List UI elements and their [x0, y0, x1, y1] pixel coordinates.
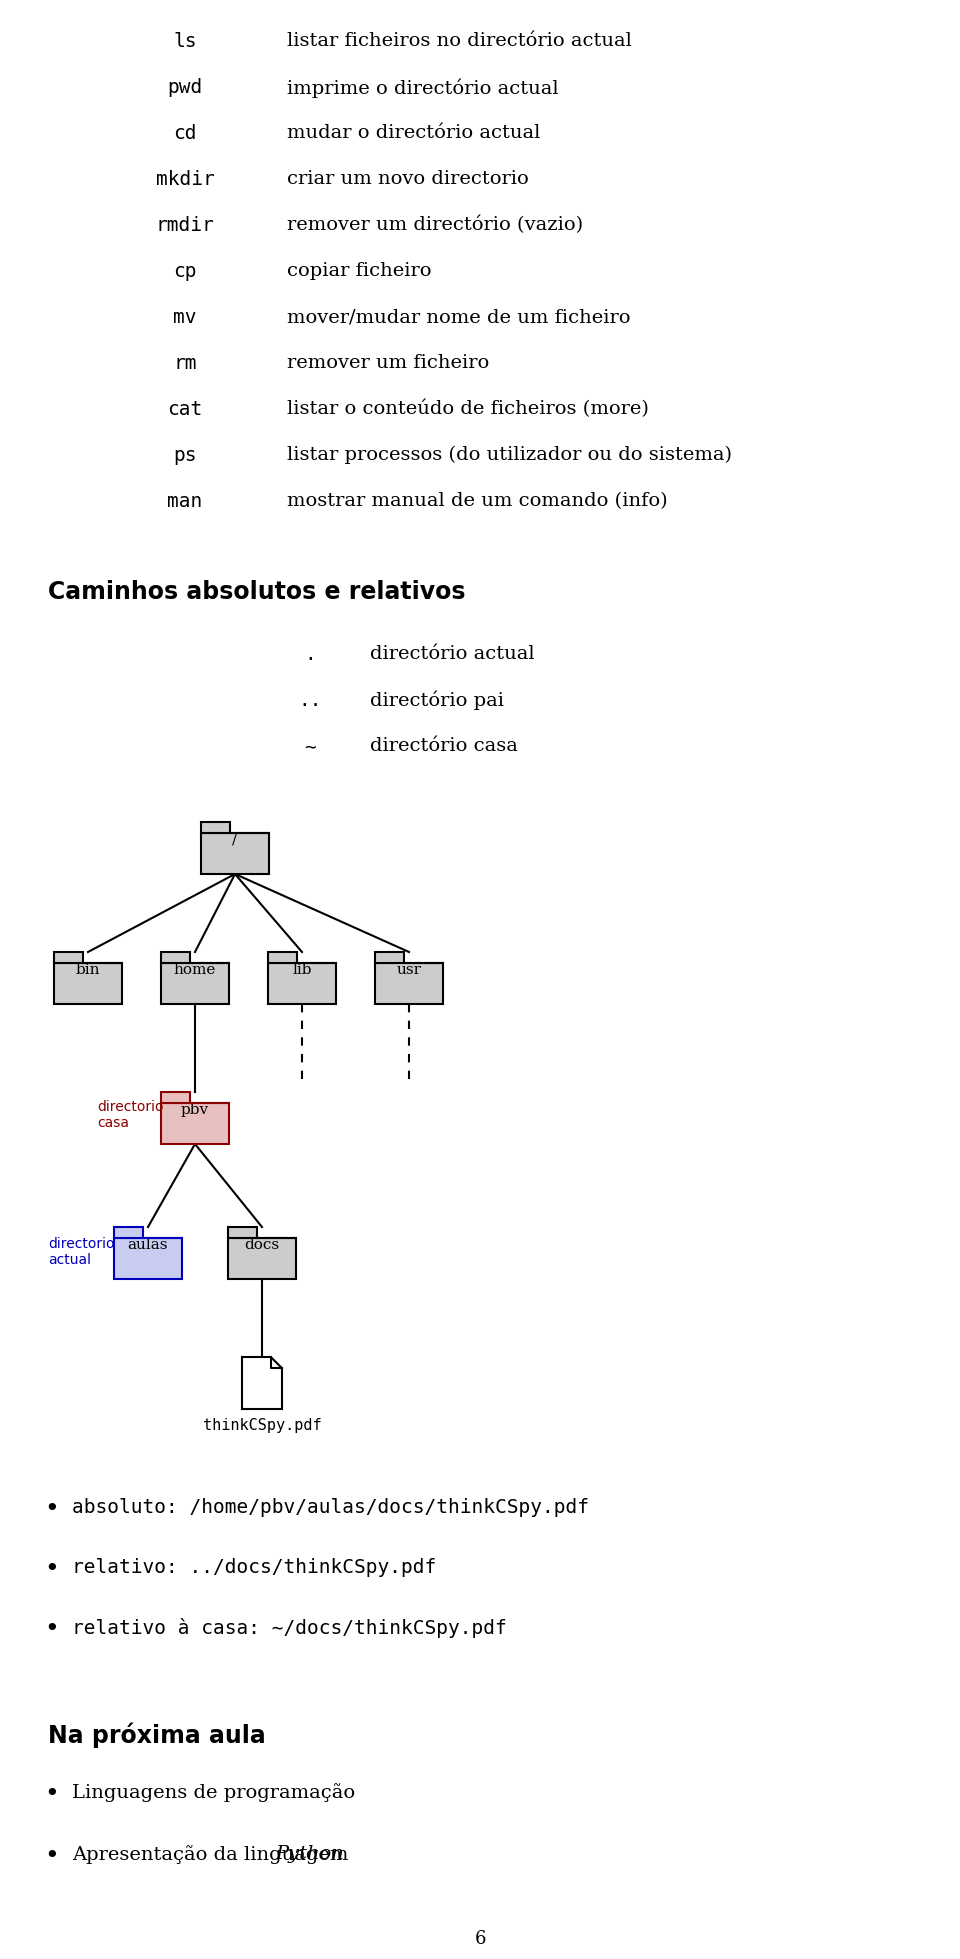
Text: listar ficheiros no directório actual: listar ficheiros no directório actual: [287, 31, 632, 51]
Text: absoluto: /home/pbv/aulas/docs/thinkCSpy.pdf: absoluto: /home/pbv/aulas/docs/thinkCSpy…: [72, 1499, 589, 1516]
Text: rm: rm: [173, 355, 197, 372]
Text: copiar ficheiro: copiar ficheiro: [287, 263, 431, 280]
Text: 6: 6: [474, 1930, 486, 1947]
Text: directório casa: directório casa: [370, 737, 517, 754]
Text: listar processos (do utilizador ou do sistema): listar processos (do utilizador ou do si…: [287, 447, 732, 464]
Text: mostrar manual de um comando (info): mostrar manual de um comando (info): [287, 492, 667, 509]
Text: listar o conteúdo de ficheiros (more): listar o conteúdo de ficheiros (more): [287, 400, 649, 419]
FancyBboxPatch shape: [161, 964, 229, 1005]
Text: lib: lib: [292, 964, 312, 978]
Text: directório pai: directório pai: [370, 692, 504, 711]
Text: Na próxima aula: Na próxima aula: [48, 1724, 266, 1749]
Text: thinkCSpy.pdf: thinkCSpy.pdf: [203, 1418, 322, 1432]
Text: ls: ls: [173, 31, 197, 51]
FancyBboxPatch shape: [201, 823, 229, 833]
Text: directório actual: directório actual: [370, 645, 535, 662]
FancyBboxPatch shape: [161, 1103, 229, 1144]
Text: Linguagens de programação: Linguagens de programação: [72, 1783, 355, 1802]
FancyBboxPatch shape: [228, 1226, 256, 1238]
Text: mkdir: mkdir: [156, 170, 214, 188]
FancyBboxPatch shape: [161, 1091, 189, 1103]
FancyBboxPatch shape: [54, 952, 83, 964]
Text: •: •: [44, 1845, 60, 1869]
Text: man: man: [167, 492, 203, 511]
FancyBboxPatch shape: [228, 1238, 296, 1279]
FancyBboxPatch shape: [54, 964, 122, 1005]
Text: •: •: [44, 1557, 60, 1581]
Text: mudar o directório actual: mudar o directório actual: [287, 123, 540, 141]
FancyBboxPatch shape: [268, 964, 336, 1005]
FancyBboxPatch shape: [114, 1226, 142, 1238]
Text: .: .: [304, 645, 316, 664]
Text: ps: ps: [173, 447, 197, 464]
Text: rmdir: rmdir: [156, 215, 214, 235]
Text: criar um novo directorio: criar um novo directorio: [287, 170, 529, 188]
Text: bin: bin: [76, 964, 100, 978]
Text: imprime o directório actual: imprime o directório actual: [287, 78, 559, 98]
Text: •: •: [44, 1499, 60, 1520]
Text: ..: ..: [299, 692, 322, 709]
Text: relativo: ../docs/thinkCSpy.pdf: relativo: ../docs/thinkCSpy.pdf: [72, 1557, 436, 1577]
FancyBboxPatch shape: [375, 964, 443, 1005]
Text: Apresentação da linguagem: Apresentação da linguagem: [72, 1845, 354, 1863]
Text: cat: cat: [167, 400, 203, 419]
Polygon shape: [242, 1358, 282, 1409]
Text: pbv: pbv: [180, 1103, 209, 1117]
Text: •: •: [44, 1783, 60, 1806]
FancyBboxPatch shape: [375, 952, 403, 964]
Text: remover um ficheiro: remover um ficheiro: [287, 355, 490, 372]
Text: usr: usr: [396, 964, 421, 978]
Text: Python: Python: [275, 1845, 344, 1863]
Text: directorio
casa: directorio casa: [97, 1101, 163, 1130]
Text: cd: cd: [173, 123, 197, 143]
FancyBboxPatch shape: [161, 952, 189, 964]
Text: mover/mudar nome de um ficheiro: mover/mudar nome de um ficheiro: [287, 308, 631, 325]
Text: mv: mv: [173, 308, 197, 327]
Text: remover um directório (vazio): remover um directório (vazio): [287, 215, 583, 235]
FancyBboxPatch shape: [201, 833, 269, 874]
Text: directorio
actual: directorio actual: [48, 1236, 114, 1267]
Text: ∼: ∼: [304, 737, 316, 756]
Text: •: •: [44, 1618, 60, 1642]
Text: docs: docs: [245, 1238, 279, 1252]
Text: home: home: [174, 964, 216, 978]
Text: Caminhos absolutos e relativos: Caminhos absolutos e relativos: [48, 580, 466, 603]
Text: pwd: pwd: [167, 78, 203, 98]
FancyBboxPatch shape: [114, 1238, 182, 1279]
Text: aulas: aulas: [128, 1238, 168, 1252]
Text: /: /: [232, 833, 237, 846]
Text: cp: cp: [173, 263, 197, 280]
Text: relativo à casa: ∼/docs/thinkCSpy.pdf: relativo à casa: ∼/docs/thinkCSpy.pdf: [72, 1618, 507, 1638]
FancyBboxPatch shape: [268, 952, 297, 964]
